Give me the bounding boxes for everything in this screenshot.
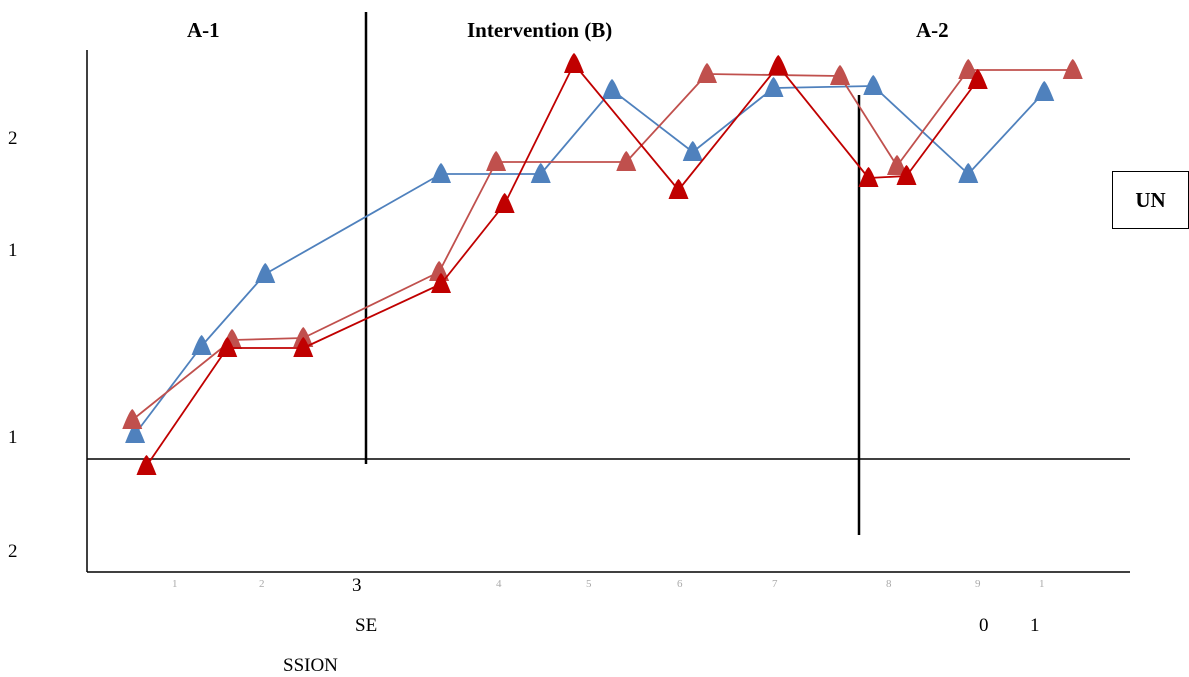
phase-label-intervention: Intervention (B) — [467, 18, 613, 42]
series-line-segment — [872, 85, 969, 175]
series-line-segment — [438, 161, 497, 273]
series-line-segment — [677, 65, 779, 191]
data-point-marker — [125, 423, 146, 443]
data-point-marker — [136, 455, 157, 475]
phase-label-a1: A-1 — [187, 18, 220, 42]
x-tick-label: 0 — [979, 615, 989, 636]
series-line-segment — [625, 73, 708, 163]
series-line-segment — [777, 65, 870, 179]
x-tick-label: 9 — [975, 578, 981, 590]
x-tick-label: 1 — [1039, 578, 1045, 590]
data-point-marker — [293, 337, 314, 357]
data-point-marker — [668, 179, 689, 199]
data-point-marker — [217, 337, 238, 357]
data-point-marker — [863, 75, 884, 95]
series-line-segment — [611, 89, 694, 153]
y-tick-label: 2 — [8, 128, 18, 149]
y-tick-label: 1 — [8, 427, 18, 448]
series-line-segment — [131, 339, 233, 421]
data-point-marker — [494, 193, 515, 213]
data-point-marker — [958, 59, 979, 79]
series-line-segment — [692, 87, 775, 153]
x-tick-label: 2 — [259, 578, 265, 590]
data-point-marker — [1034, 81, 1055, 101]
data-point-marker — [858, 167, 879, 187]
data-point-marker — [431, 273, 451, 293]
legend-label: UN — [1135, 187, 1166, 212]
x-tick-label: 5 — [586, 578, 592, 590]
x-tick-label: 3 — [352, 575, 362, 596]
x-tick-label: 7 — [772, 578, 778, 590]
data-point-marker — [486, 151, 507, 171]
series-line-segment — [540, 89, 613, 175]
x-tick-label: 8 — [886, 578, 892, 590]
legend: UN — [1112, 171, 1189, 229]
series-line-segment — [302, 271, 440, 339]
data-point-marker — [429, 261, 450, 281]
series-line-segment — [200, 273, 266, 347]
series-line-segment — [503, 63, 575, 205]
series-line-segment — [896, 69, 969, 167]
series-line-segment — [440, 203, 506, 285]
data-point-marker — [763, 77, 784, 97]
x-tick-label: SE — [355, 615, 378, 636]
series-line-segment — [839, 75, 898, 167]
data-point-marker — [1062, 59, 1083, 79]
data-point-marker — [830, 65, 850, 85]
y-tick-label: 1 — [8, 240, 18, 261]
series-line-segment — [231, 337, 304, 341]
series-line-segment — [264, 173, 442, 275]
data-point-marker — [530, 163, 551, 183]
series-line-segment — [145, 347, 228, 467]
series-line-segment — [773, 85, 874, 89]
data-point-marker — [191, 335, 212, 355]
series-line-segment — [967, 91, 1045, 175]
data-point-marker — [682, 141, 703, 161]
data-point-marker — [967, 69, 988, 89]
data-point-marker — [616, 151, 637, 171]
data-point-marker — [768, 55, 789, 75]
x-axis-title: SSION — [283, 655, 338, 676]
x-tick-label: 4 — [496, 578, 502, 590]
x-tick-label: 1 — [172, 578, 178, 590]
x-tick-label: 6 — [677, 578, 683, 590]
phase-label-a2: A-2 — [916, 18, 949, 42]
data-point-marker — [122, 409, 143, 429]
x-tick-label: 1 — [1030, 615, 1040, 636]
data-point-marker — [255, 263, 276, 283]
series-line-segment — [905, 79, 979, 177]
data-point-marker — [896, 165, 917, 185]
data-point-marker — [431, 163, 451, 183]
y-tick-label: 2 — [8, 541, 18, 562]
data-point-marker — [958, 163, 979, 183]
series-line-segment — [302, 283, 442, 349]
data-point-marker — [697, 63, 717, 83]
series-line-segment — [573, 63, 680, 191]
data-point-marker — [564, 53, 584, 73]
data-point-marker — [887, 155, 907, 175]
data-point-marker — [602, 79, 622, 99]
